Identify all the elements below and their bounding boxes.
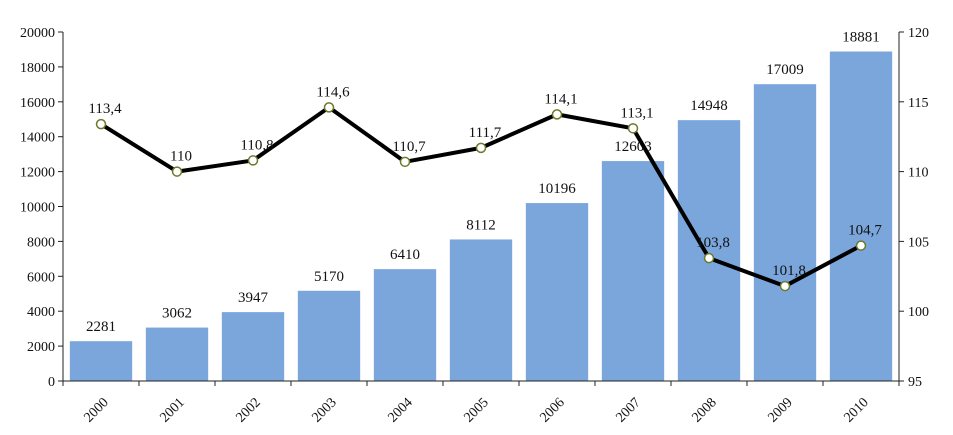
line-point-2007 xyxy=(627,123,639,134)
x-tick-label: 2005 xyxy=(461,395,491,425)
left-tick-label: 20000 xyxy=(20,26,55,41)
left-tick-label: 8000 xyxy=(27,235,55,250)
x-tick-label: 2007 xyxy=(613,395,643,425)
right-tick-label: 110 xyxy=(908,166,928,181)
left-tick-label: 4000 xyxy=(27,305,55,320)
left-tick-label: 16000 xyxy=(20,96,55,111)
bar-value-label: 8112 xyxy=(466,217,495,233)
right-tick-label: 105 xyxy=(908,235,929,250)
x-tick-label: 2002 xyxy=(233,395,263,425)
bar-value-label: 6410 xyxy=(390,247,420,263)
line-value-label: 101,8 xyxy=(772,263,806,279)
bar-2010 xyxy=(829,51,893,381)
bar-2009 xyxy=(753,84,817,381)
line-value-label: 110,8 xyxy=(240,137,273,153)
bar-value-label: 3947 xyxy=(238,290,269,306)
line-point-2002 xyxy=(247,155,259,166)
bar-value-label: 18881 xyxy=(842,30,880,46)
left-tick-label: 0 xyxy=(48,375,55,390)
line-value-label: 110,7 xyxy=(392,139,426,155)
left-tick-label: 6000 xyxy=(27,270,55,285)
x-tick-label: 2008 xyxy=(689,395,719,425)
bar-2000 xyxy=(69,341,133,381)
bar-2001 xyxy=(145,327,209,381)
x-tick-label: 2004 xyxy=(385,395,415,425)
line-point-2001 xyxy=(171,166,183,177)
bar-2002 xyxy=(221,312,285,381)
bar-2005 xyxy=(449,239,513,381)
bar-2006 xyxy=(525,203,589,381)
line-value-label: 111,7 xyxy=(469,125,502,141)
line-point-2010 xyxy=(855,240,867,251)
right-tick-label: 95 xyxy=(908,375,922,390)
line-value-label: 104,7 xyxy=(848,223,882,239)
line-point-2008 xyxy=(703,252,715,264)
left-tick-label: 10000 xyxy=(20,201,55,216)
left-tick-label: 18000 xyxy=(20,61,55,76)
line-point-2004 xyxy=(399,156,411,168)
bar-2007 xyxy=(601,161,665,381)
bar-value-label: 10196 xyxy=(538,181,576,197)
bar-value-label: 17009 xyxy=(766,62,804,78)
bar-value-label: 3062 xyxy=(162,306,192,322)
right-tick-label: 120 xyxy=(908,26,929,41)
left-tick-label: 12000 xyxy=(20,166,55,181)
x-tick-label: 2003 xyxy=(309,395,339,425)
bar-2004 xyxy=(373,269,437,381)
bar-value-label: 5170 xyxy=(314,269,344,285)
x-tick-label: 2001 xyxy=(157,395,187,425)
right-tick-label: 100 xyxy=(908,305,929,320)
x-tick-label: 2006 xyxy=(537,395,567,425)
line-value-label: 113,1 xyxy=(620,105,653,121)
right-tick-label: 115 xyxy=(908,96,928,111)
x-tick-label: 2010 xyxy=(841,395,871,425)
line-point-2000 xyxy=(95,118,107,130)
line-value-label: 103,8 xyxy=(696,235,730,251)
line-point-2006 xyxy=(551,109,563,120)
line-value-label: 110 xyxy=(170,149,192,165)
line-value-label: 114,1 xyxy=(544,91,577,107)
bar-value-label: 2281 xyxy=(86,319,116,335)
bar-2003 xyxy=(297,290,361,381)
bar-2008 xyxy=(677,120,741,381)
x-tick-label: 2009 xyxy=(765,395,795,425)
line-value-label: 113,4 xyxy=(88,101,122,117)
left-tick-label: 2000 xyxy=(27,340,55,355)
bar-value-label: 14948 xyxy=(690,98,728,114)
line-value-label: 114,6 xyxy=(316,84,350,100)
line-point-2003 xyxy=(323,102,335,113)
left-tick-label: 14000 xyxy=(20,131,55,146)
line-point-2009 xyxy=(779,280,791,292)
x-tick-label: 2000 xyxy=(81,395,111,425)
line-point-2005 xyxy=(475,142,487,154)
